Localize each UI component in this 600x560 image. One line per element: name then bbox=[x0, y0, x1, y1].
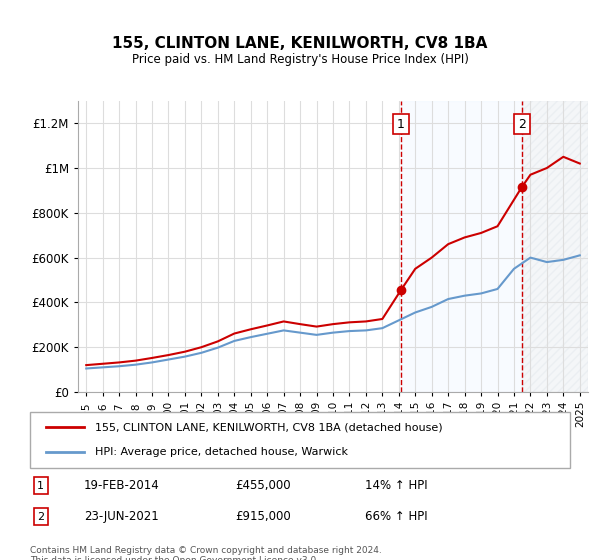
Text: Contains HM Land Registry data © Crown copyright and database right 2024.
This d: Contains HM Land Registry data © Crown c… bbox=[30, 546, 382, 560]
Text: 66% ↑ HPI: 66% ↑ HPI bbox=[365, 510, 427, 523]
FancyBboxPatch shape bbox=[30, 412, 570, 468]
Text: 2: 2 bbox=[518, 118, 526, 130]
Text: 1: 1 bbox=[397, 118, 405, 130]
Text: Price paid vs. HM Land Registry's House Price Index (HPI): Price paid vs. HM Land Registry's House … bbox=[131, 53, 469, 66]
Text: 155, CLINTON LANE, KENILWORTH, CV8 1BA: 155, CLINTON LANE, KENILWORTH, CV8 1BA bbox=[112, 36, 488, 52]
Bar bbox=[401, 101, 522, 392]
Text: 1: 1 bbox=[37, 481, 44, 491]
Text: 155, CLINTON LANE, KENILWORTH, CV8 1BA (detached house): 155, CLINTON LANE, KENILWORTH, CV8 1BA (… bbox=[95, 422, 442, 432]
Bar bbox=[522, 101, 588, 392]
Text: 19-FEB-2014: 19-FEB-2014 bbox=[84, 479, 160, 492]
Text: £455,000: £455,000 bbox=[235, 479, 291, 492]
Text: 14% ↑ HPI: 14% ↑ HPI bbox=[365, 479, 427, 492]
Text: 23-JUN-2021: 23-JUN-2021 bbox=[84, 510, 159, 523]
Text: 2: 2 bbox=[37, 512, 44, 521]
Text: HPI: Average price, detached house, Warwick: HPI: Average price, detached house, Warw… bbox=[95, 447, 348, 457]
Text: £915,000: £915,000 bbox=[235, 510, 291, 523]
